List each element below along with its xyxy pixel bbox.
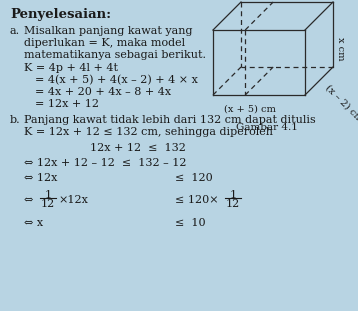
Text: = 12x + 12: = 12x + 12: [35, 99, 99, 109]
Text: ≤  10: ≤ 10: [175, 218, 205, 228]
Text: ≤  120: ≤ 120: [175, 173, 213, 183]
Text: (x + 5) cm: (x + 5) cm: [224, 105, 276, 114]
Text: 1: 1: [44, 190, 52, 200]
Text: Panjang kawat tidak lebih dari 132 cm dapat ditulis: Panjang kawat tidak lebih dari 132 cm da…: [24, 115, 316, 125]
Text: 1: 1: [229, 190, 237, 200]
Text: b.: b.: [10, 115, 21, 125]
Text: K = 12x + 12 ≤ 132 cm, sehingga diperoleh: K = 12x + 12 ≤ 132 cm, sehingga diperole…: [24, 127, 273, 137]
Text: = 4(x + 5) + 4(x – 2) + 4 × x: = 4(x + 5) + 4(x – 2) + 4 × x: [35, 75, 198, 85]
Text: ×12x: ×12x: [58, 195, 88, 205]
Text: Gambar 4.1: Gambar 4.1: [237, 123, 298, 132]
Text: 12: 12: [41, 199, 55, 209]
Text: diperlukan = K, maka model: diperlukan = K, maka model: [24, 38, 185, 48]
Text: ⇔ x: ⇔ x: [24, 218, 43, 228]
Text: ⇔ 12x + 12 – 12  ≤  132 – 12: ⇔ 12x + 12 – 12 ≤ 132 – 12: [24, 158, 187, 168]
Text: Misalkan panjang kawat yang: Misalkan panjang kawat yang: [24, 26, 193, 36]
Text: ⇔ 12x: ⇔ 12x: [24, 173, 57, 183]
Text: ⇔: ⇔: [24, 195, 33, 205]
Text: ≤ 120×: ≤ 120×: [175, 195, 219, 205]
Text: (x – 2) cm: (x – 2) cm: [324, 83, 358, 123]
Text: K = 4p + 4l + 4t: K = 4p + 4l + 4t: [24, 63, 118, 73]
Text: 12x + 12  ≤  132: 12x + 12 ≤ 132: [90, 143, 186, 153]
Text: a.: a.: [10, 26, 20, 36]
Text: 12: 12: [226, 199, 240, 209]
Text: x cm: x cm: [337, 37, 345, 60]
Text: = 4x + 20 + 4x – 8 + 4x: = 4x + 20 + 4x – 8 + 4x: [35, 87, 171, 97]
Text: matematikanya sebagai berikut.: matematikanya sebagai berikut.: [24, 50, 206, 60]
Text: Penyelesaian:: Penyelesaian:: [10, 8, 111, 21]
